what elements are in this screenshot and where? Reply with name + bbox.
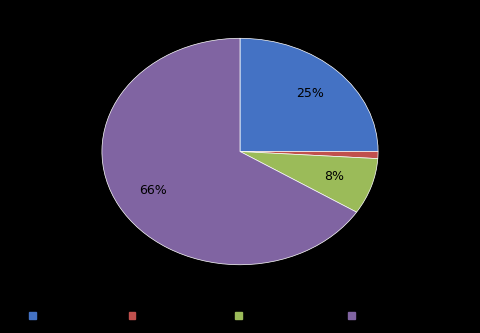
Wedge shape xyxy=(240,38,378,152)
Text: 66%: 66% xyxy=(139,184,167,197)
Text: 25%: 25% xyxy=(296,87,324,100)
Text: 8%: 8% xyxy=(324,170,345,183)
Wedge shape xyxy=(102,38,357,265)
Wedge shape xyxy=(240,152,378,159)
Legend: Wages & Salaries, Employee Benefits, Operating Expenses, Grants & Subsidies: Wages & Salaries, Employee Benefits, Ope… xyxy=(25,307,455,325)
Wedge shape xyxy=(240,152,378,212)
